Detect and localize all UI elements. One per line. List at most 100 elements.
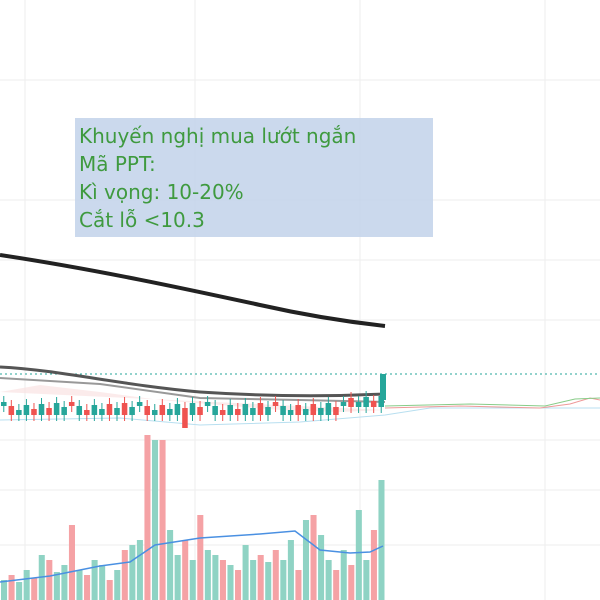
- candle: [189, 403, 196, 415]
- annotation-line: Kì vọng: 10-20%: [79, 180, 244, 204]
- volume-bar: [121, 550, 128, 600]
- volume-bar: [144, 435, 151, 600]
- volume-bar: [114, 570, 121, 600]
- candle: [280, 406, 286, 415]
- candle: [1, 402, 7, 406]
- candle: [378, 396, 384, 407]
- volume-bar: [310, 515, 317, 600]
- candle: [197, 407, 203, 415]
- candle: [129, 407, 135, 415]
- volume-bar: [46, 560, 53, 600]
- volume-bar: [355, 510, 362, 600]
- volume-bar: [370, 530, 377, 600]
- volume-bar: [250, 560, 257, 600]
- volume-bar: [280, 560, 287, 600]
- volume-bar: [53, 572, 60, 600]
- candle: [31, 409, 37, 415]
- volume-bar: [151, 440, 159, 600]
- volume-bar: [76, 570, 83, 600]
- lead-line: [384, 397, 600, 407]
- volume-bar: [129, 545, 136, 600]
- volume-bar: [227, 565, 234, 600]
- candle: [227, 405, 234, 415]
- candle: [68, 402, 75, 406]
- volume-bar: [325, 560, 332, 600]
- volume-bar: [235, 570, 242, 600]
- volume-bar: [23, 570, 30, 600]
- cloud: [0, 385, 385, 412]
- candle: [76, 406, 83, 415]
- candle: [340, 402, 347, 406]
- candle: [99, 409, 105, 415]
- volume-bar: [272, 550, 279, 600]
- candle: [91, 405, 98, 415]
- volume-bar: [333, 570, 340, 600]
- volume-bar: [219, 560, 226, 600]
- volume-bar: [197, 515, 204, 600]
- candle: [257, 403, 264, 415]
- candle: [265, 407, 271, 415]
- candles: [1, 374, 386, 428]
- volume-bar: [106, 580, 113, 600]
- volume-bar: [136, 540, 143, 600]
- candle: [219, 410, 226, 415]
- candle: [8, 406, 15, 415]
- volume-bar: [257, 555, 264, 600]
- candle: [272, 402, 279, 406]
- candle: [380, 374, 386, 400]
- candle: [250, 408, 256, 415]
- candle: [53, 403, 60, 415]
- volume-bar: [91, 560, 98, 600]
- candle: [151, 410, 158, 415]
- candle: [106, 404, 113, 415]
- volume-bar: [99, 565, 106, 600]
- volume-bar: [348, 565, 355, 600]
- volume-bar: [1, 580, 8, 600]
- volume-bar: [318, 535, 325, 600]
- volume-bar: [182, 540, 189, 600]
- volume-bar: [363, 560, 370, 600]
- volume-bar: [295, 570, 302, 600]
- candle: [174, 404, 181, 415]
- volume-bar: [68, 525, 75, 600]
- candle: [182, 408, 188, 428]
- volume-bar: [265, 562, 272, 600]
- volume-bar: [189, 560, 196, 600]
- ma-line: [0, 365, 386, 398]
- candle: [159, 405, 166, 415]
- annotation-line: Khuyến nghị mua lướt ngắn: [79, 124, 357, 148]
- long-ma: [0, 253, 386, 328]
- candle: [348, 398, 354, 407]
- candle: [318, 408, 324, 415]
- lead-line: [384, 397, 600, 409]
- volume-bars: [1, 435, 385, 600]
- annotation-box: Khuyến nghị mua lướt ngắn Mã PPT: Kì vọng:…: [75, 118, 433, 237]
- volume-bar: [340, 550, 347, 600]
- candle: [38, 404, 45, 415]
- candle: [114, 408, 120, 415]
- volume-bar: [174, 555, 181, 600]
- candle: [242, 404, 249, 415]
- candle: [204, 402, 211, 406]
- volume-ma: [0, 530, 384, 583]
- candle: [46, 408, 52, 415]
- candle: [363, 397, 369, 407]
- candle: [333, 407, 339, 415]
- candle: [144, 406, 150, 415]
- candle: [235, 409, 241, 415]
- annotation-line: Mã PPT:: [79, 152, 156, 176]
- volume-bar: [61, 565, 68, 600]
- candle: [167, 409, 173, 415]
- candle: [295, 405, 301, 415]
- volume-bar: [84, 575, 91, 600]
- candle: [325, 403, 332, 415]
- volume-bar: [16, 582, 23, 600]
- volume-bar: [204, 550, 211, 600]
- candle: [23, 405, 30, 415]
- volume-bar: [8, 575, 15, 600]
- candle: [355, 402, 362, 407]
- volume-bar: [287, 540, 294, 600]
